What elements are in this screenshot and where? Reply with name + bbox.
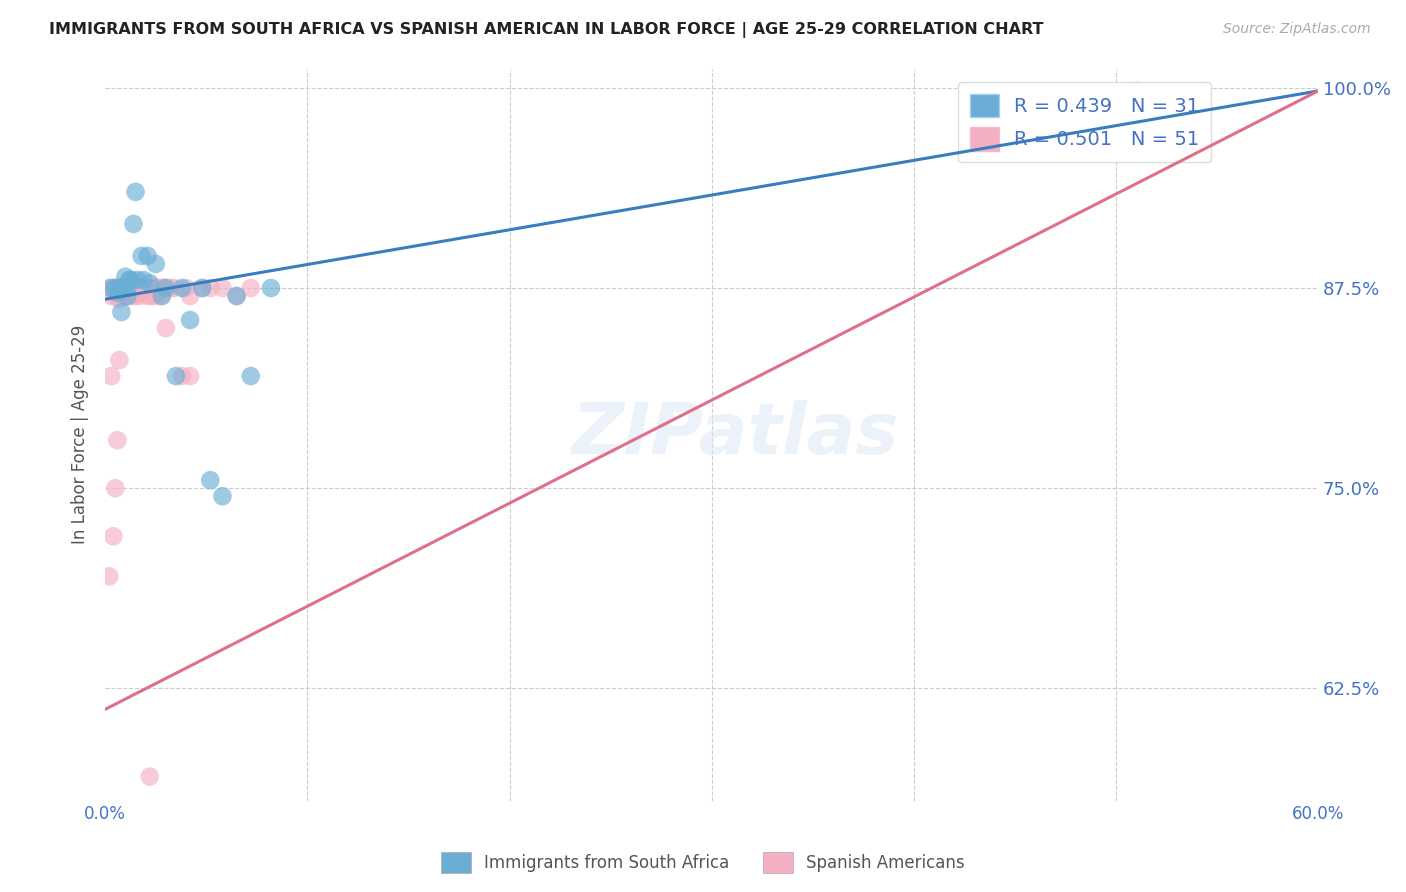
Point [108,353,131,368]
Point [127,273,149,287]
Point [117,289,139,303]
Point [114,281,136,295]
Point [108,281,131,295]
Point [105,285,128,300]
Point [117,281,139,295]
Point [121,273,143,287]
Point [136,249,159,263]
Point [121,289,143,303]
Point [127,281,149,295]
Point [100,281,122,295]
Point [117,276,139,290]
Point [112,281,135,295]
Point [239,369,262,384]
Point [131,249,153,263]
Point [122,217,145,231]
Point [118,281,141,295]
Point [136,289,159,303]
Point [159,281,181,295]
Point [211,489,233,503]
Point [112,281,135,295]
Point [124,281,146,295]
Point [98,281,121,295]
Point [146,281,169,295]
Point [163,281,186,295]
Point [174,281,197,295]
Point [138,770,160,784]
Point [225,289,247,303]
Point [150,281,173,295]
Point [128,281,150,295]
Text: Source: ZipAtlas.com: Source: ZipAtlas.com [1223,22,1371,37]
Point [239,281,262,295]
Point [170,369,193,384]
Text: ZIPatlas: ZIPatlas [572,401,900,469]
Point [141,289,163,303]
Point [100,369,122,384]
Point [124,289,146,303]
Point [105,285,128,300]
Point [150,289,173,303]
Point [179,289,201,303]
Point [170,281,193,295]
Point [131,285,153,300]
Point [104,481,127,495]
Point [150,281,173,295]
Point [127,285,149,300]
Point [138,281,160,295]
Legend: Immigrants from South Africa, Spanish Americans: Immigrants from South Africa, Spanish Am… [434,846,972,880]
Point [191,281,214,295]
Point [132,273,155,287]
Point [132,281,155,295]
Point [211,281,233,295]
Point [124,185,146,199]
Text: IMMIGRANTS FROM SOUTH AFRICA VS SPANISH AMERICAN IN LABOR FORCE | AGE 25-29 CORR: IMMIGRANTS FROM SOUTH AFRICA VS SPANISH … [49,22,1043,38]
Point [260,281,283,295]
Point [114,269,136,284]
Point [100,289,122,303]
Point [108,292,131,306]
Point [110,281,132,295]
Point [135,281,157,295]
Point [104,281,127,295]
Point [165,369,187,384]
Point [153,281,176,295]
Point [128,289,150,303]
Point [110,289,132,303]
Point [150,289,173,303]
Point [104,281,127,295]
Point [98,569,121,583]
Point [200,473,222,487]
Point [1125,84,1147,98]
Point [155,281,177,295]
Point [145,281,167,295]
Point [225,289,247,303]
Legend: R = 0.439   N = 31, R = 0.501   N = 51: R = 0.439 N = 31, R = 0.501 N = 51 [957,82,1212,162]
Point [145,289,167,303]
Point [118,273,141,287]
Point [179,313,201,327]
Point [117,289,139,303]
Point [104,289,127,303]
Point [179,369,201,384]
Point [103,529,125,543]
Point [110,305,132,319]
Y-axis label: In Labor Force | Age 25-29: In Labor Force | Age 25-29 [72,325,89,544]
Point [145,257,167,271]
Point [103,281,125,295]
Point [138,276,160,290]
Point [108,281,131,295]
Point [122,281,145,295]
Point [200,281,222,295]
Point [105,433,128,447]
Point [191,281,214,295]
Point [118,273,141,287]
Point [112,289,135,303]
Point [142,281,165,295]
Point [155,321,177,335]
